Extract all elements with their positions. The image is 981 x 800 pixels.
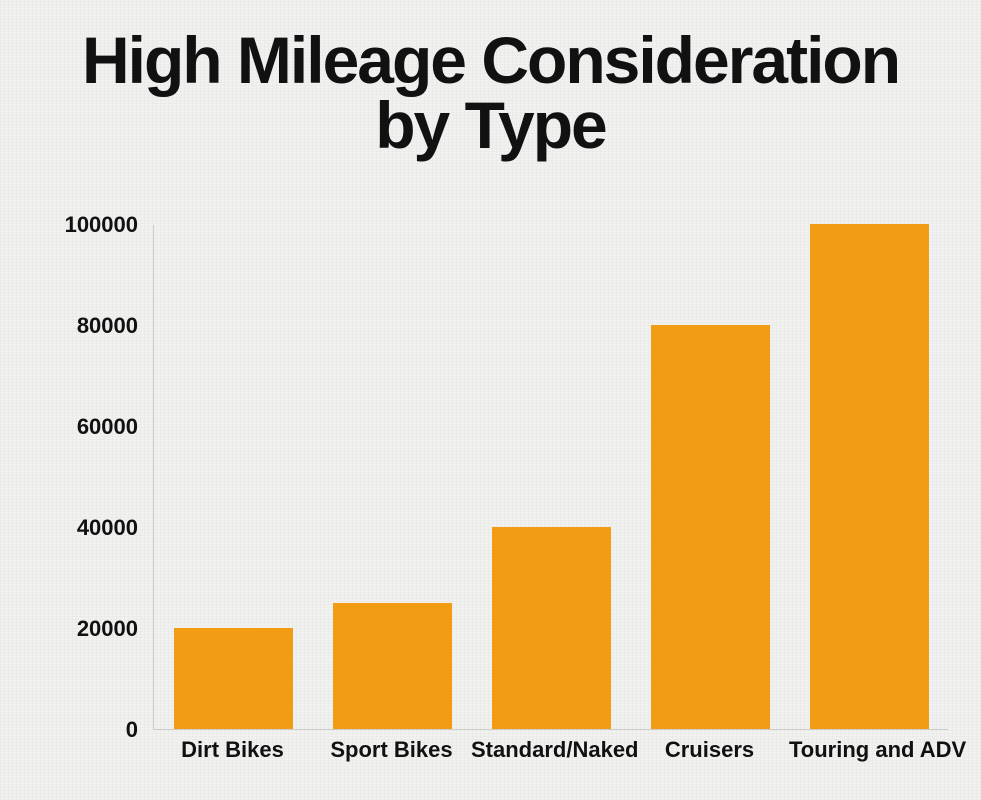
y-tick-label: 100000 <box>65 212 138 238</box>
plot-area <box>153 225 948 730</box>
y-tick-label: 60000 <box>77 414 138 440</box>
chart-title: High Mileage Consideration by Type <box>41 28 941 157</box>
bar-chart: 020000400006000080000100000Dirt BikesSpo… <box>48 225 948 780</box>
y-tick-label: 80000 <box>77 313 138 339</box>
x-tick-label: Standard/Naked <box>471 737 630 763</box>
bars-container <box>154 225 948 729</box>
x-tick-label: Touring and ADV <box>789 737 948 763</box>
bar <box>810 224 929 729</box>
bar <box>174 628 293 729</box>
x-tick-label: Sport Bikes <box>312 737 471 763</box>
y-tick-label: 0 <box>126 717 138 743</box>
bar <box>651 325 770 729</box>
y-tick-label: 20000 <box>77 616 138 642</box>
bar <box>492 527 611 729</box>
y-tick-label: 40000 <box>77 515 138 541</box>
x-tick-label: Dirt Bikes <box>153 737 312 763</box>
bar <box>333 603 452 729</box>
x-tick-label: Cruisers <box>630 737 789 763</box>
